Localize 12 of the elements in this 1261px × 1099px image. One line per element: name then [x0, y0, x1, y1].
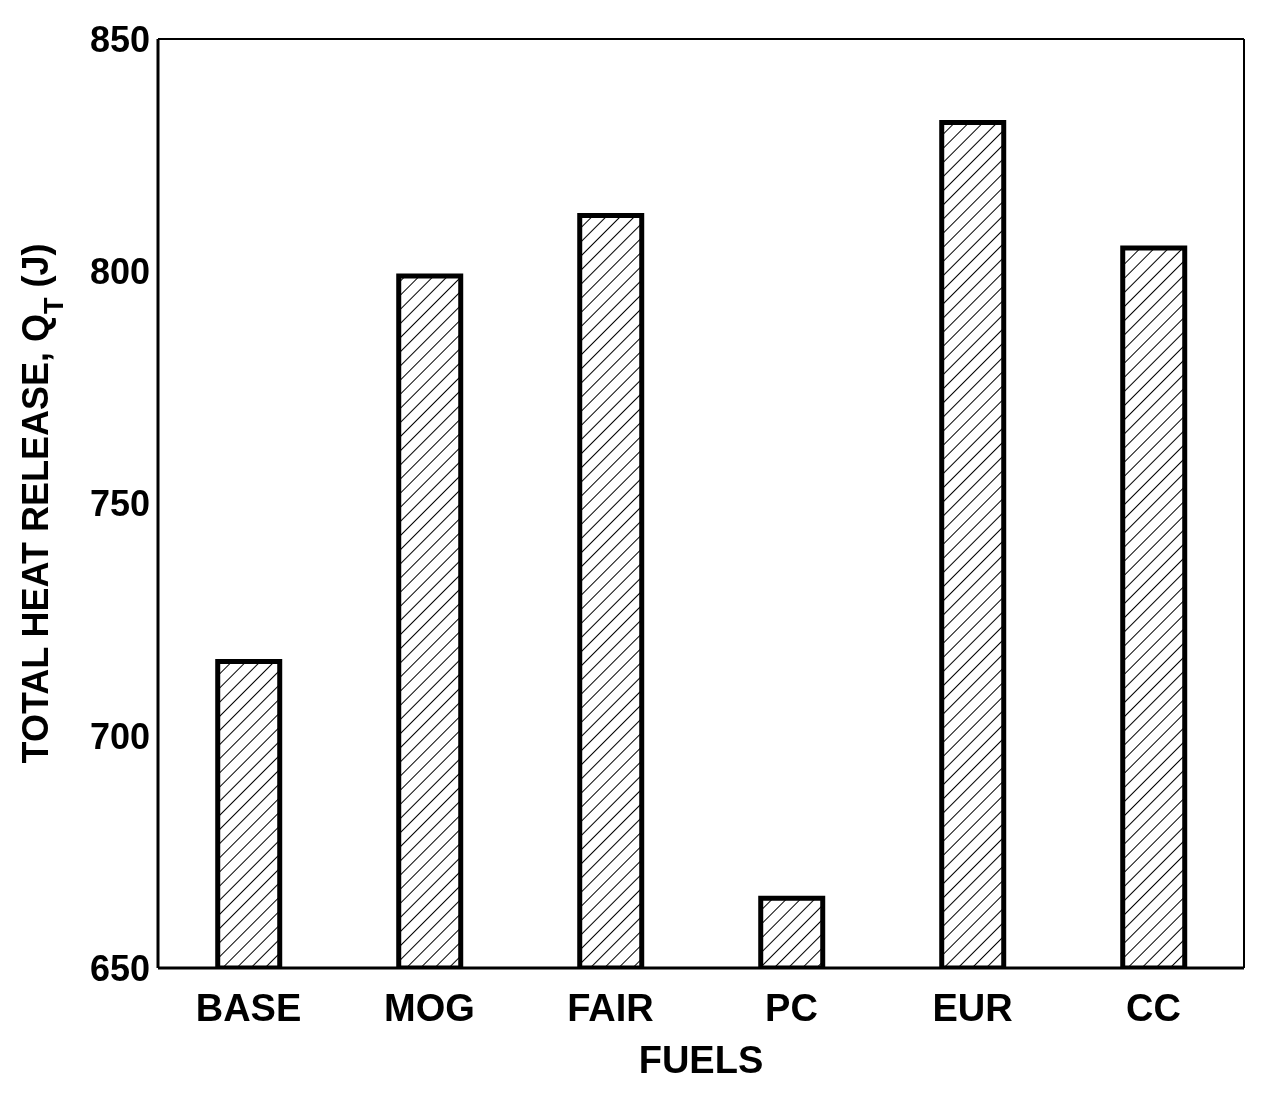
- y-tick-label: 800: [89, 251, 150, 293]
- x-axis-title: FUELS: [638, 1039, 764, 1081]
- x-tick-label: BASE: [195, 986, 302, 1029]
- x-tick-label: EUR: [932, 986, 1013, 1029]
- x-tick-label: CC: [1126, 986, 1181, 1029]
- x-tick-label: MOG: [384, 986, 475, 1029]
- y-tick-label: 850: [89, 18, 150, 60]
- y-tick-label: 700: [89, 715, 150, 757]
- x-tick-label: FAIR: [567, 986, 654, 1029]
- x-tick-label: PC: [765, 986, 818, 1029]
- y-tick-label: 750: [89, 483, 150, 525]
- y-tick-label: 650: [89, 947, 150, 989]
